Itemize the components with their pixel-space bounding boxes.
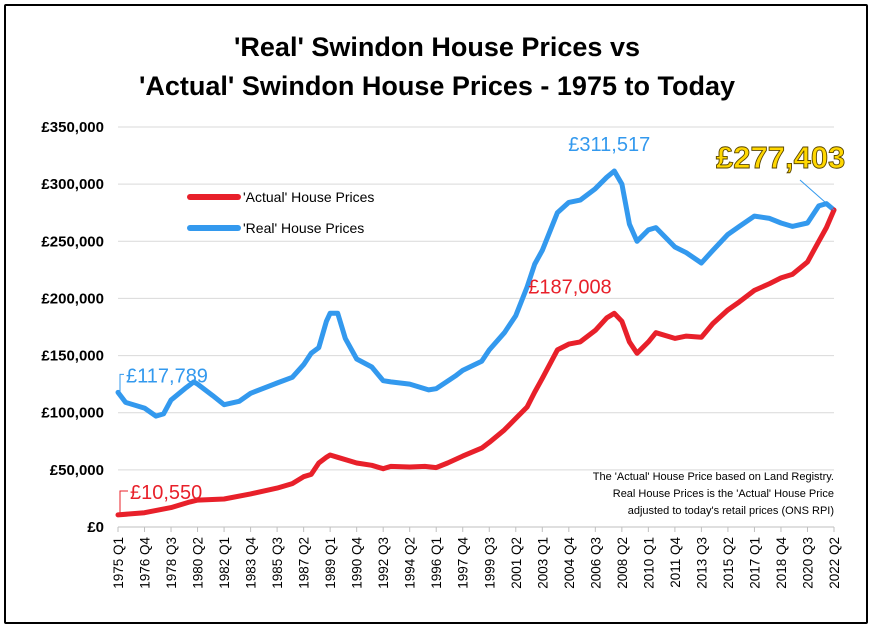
annotation-leader bbox=[119, 490, 128, 515]
x-tick-label: 2013 Q3 bbox=[694, 537, 709, 589]
annotation-label: £10,550 bbox=[130, 482, 202, 504]
series-line-0 bbox=[115, 207, 837, 518]
grid-lines bbox=[118, 126, 834, 528]
x-tick-label: 2017 Q1 bbox=[747, 537, 762, 589]
annotation-label: £187,008 bbox=[528, 276, 611, 298]
x-tick-label: 1989 Q1 bbox=[323, 537, 338, 589]
x-tick-label: 2008 Q2 bbox=[615, 537, 630, 589]
x-tick-label: 1987 Q2 bbox=[297, 537, 312, 589]
x-tick-label: 1999 Q3 bbox=[482, 537, 497, 589]
x-tick-label: 2006 Q3 bbox=[588, 537, 603, 589]
legend-label-1: 'Real' House Prices bbox=[243, 220, 364, 236]
annotation-label: £277,403 bbox=[716, 140, 845, 175]
x-tick-label: 1990 Q4 bbox=[350, 537, 365, 589]
x-tick-label: 2020 Q3 bbox=[800, 537, 815, 589]
note-line: Real House Prices is the 'Actual' House … bbox=[613, 488, 834, 500]
y-tick-label: £100,000 bbox=[41, 405, 104, 422]
x-tick-label: 1978 Q3 bbox=[164, 537, 179, 589]
y-tick-label: £250,000 bbox=[41, 233, 104, 250]
note-line: The 'Actual' House Price based on Land R… bbox=[593, 471, 834, 483]
x-axis: 1975 Q1 1976 Q4 1978 Q3 1980 Q2 1982 Q1 1983 … bbox=[111, 527, 842, 589]
annotation-leader bbox=[799, 179, 835, 211]
x-tick-label: 1997 Q4 bbox=[456, 537, 471, 589]
x-tick-label: 1994 Q2 bbox=[403, 537, 418, 589]
legend-label-0: 'Actual' House Prices bbox=[243, 189, 374, 205]
y-tick-label: £350,000 bbox=[41, 119, 104, 136]
y-tick-label: £0 bbox=[87, 519, 104, 536]
y-tick-label: £200,000 bbox=[41, 290, 104, 307]
x-tick-label: 2003 Q1 bbox=[535, 537, 550, 589]
y-tick-label: £300,000 bbox=[41, 176, 104, 193]
x-tick-label: 2001 Q2 bbox=[509, 537, 524, 589]
series-lines bbox=[115, 168, 837, 518]
x-tick-label: 2004 Q4 bbox=[562, 537, 577, 589]
y-axis: £0 £50,000 £100,000 £150,000 £200,000 £250,00… bbox=[41, 119, 834, 536]
x-tick-label: 1983 Q4 bbox=[244, 537, 259, 589]
y-tick-label: £50,000 bbox=[50, 462, 104, 479]
series-line-1 bbox=[115, 168, 837, 419]
x-tick-label: 2018 Q4 bbox=[774, 537, 789, 589]
annotation-label: £117,789 bbox=[126, 365, 208, 387]
y-tick-label: £150,000 bbox=[41, 348, 104, 365]
chart-title-line2: 'Actual' Swindon House Prices - 1975 to … bbox=[139, 71, 735, 101]
x-tick-label: 2015 Q2 bbox=[721, 537, 736, 589]
annotations: £117,789 £10,550 £311,517 £187,008 £277,403 bbox=[119, 134, 846, 515]
source-note: The 'Actual' House Price based on Land R… bbox=[593, 471, 834, 517]
note-line: adjusted to today's retail prices (ONS R… bbox=[628, 505, 834, 517]
x-tick-label: 2022 Q2 bbox=[827, 537, 842, 589]
x-tick-label: 1975 Q1 bbox=[111, 537, 126, 589]
annotation-label: £311,517 bbox=[568, 134, 650, 156]
legend: 'Actual' House Prices 'Real' House Prices bbox=[187, 189, 374, 236]
x-tick-label: 1976 Q4 bbox=[138, 537, 153, 589]
chart-title-line1: 'Real' Swindon House Prices vs bbox=[234, 32, 640, 62]
annotation-leader bbox=[119, 373, 124, 393]
x-tick-label: 1980 Q2 bbox=[191, 537, 206, 589]
x-tick-label: 2010 Q1 bbox=[641, 537, 656, 589]
x-tick-label: 1996 Q1 bbox=[429, 537, 444, 589]
x-tick-label: 1982 Q1 bbox=[217, 537, 232, 589]
x-tick-label: 1985 Q3 bbox=[270, 537, 285, 589]
x-tick-label: 2011 Q4 bbox=[668, 537, 683, 588]
x-tick-label: 1992 Q3 bbox=[376, 537, 391, 589]
